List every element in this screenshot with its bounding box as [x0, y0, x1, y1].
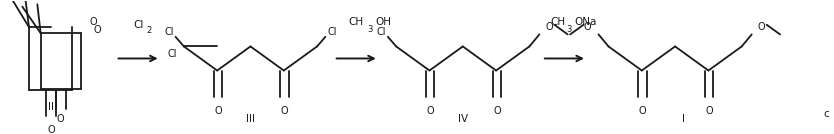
Text: O: O	[545, 22, 553, 32]
Text: Cl: Cl	[327, 27, 337, 37]
Text: OH: OH	[375, 17, 391, 27]
Text: 2: 2	[146, 26, 152, 35]
Text: O: O	[89, 17, 97, 27]
Text: O: O	[639, 106, 646, 116]
Text: O: O	[214, 106, 222, 116]
Text: CH: CH	[550, 17, 565, 27]
Text: II: II	[48, 102, 53, 112]
Text: O: O	[48, 124, 55, 134]
Text: O: O	[758, 22, 766, 32]
Text: O: O	[281, 106, 289, 116]
Text: O: O	[583, 22, 590, 32]
Text: ONa: ONa	[575, 17, 597, 27]
Text: 3: 3	[367, 25, 372, 34]
Text: c: c	[823, 109, 829, 119]
Text: Cl: Cl	[168, 49, 177, 59]
Text: Cl: Cl	[164, 27, 173, 37]
Text: III: III	[246, 114, 255, 124]
Text: O: O	[93, 25, 101, 35]
Text: Cl: Cl	[376, 27, 386, 37]
Text: O: O	[493, 106, 500, 116]
Text: O: O	[57, 114, 64, 124]
Text: CH: CH	[349, 17, 364, 27]
Text: IV: IV	[458, 114, 468, 124]
Text: I: I	[682, 114, 685, 124]
Text: O: O	[426, 106, 435, 116]
Text: Cl: Cl	[133, 20, 143, 30]
Text: O: O	[706, 106, 713, 116]
Text: 3: 3	[566, 25, 572, 34]
